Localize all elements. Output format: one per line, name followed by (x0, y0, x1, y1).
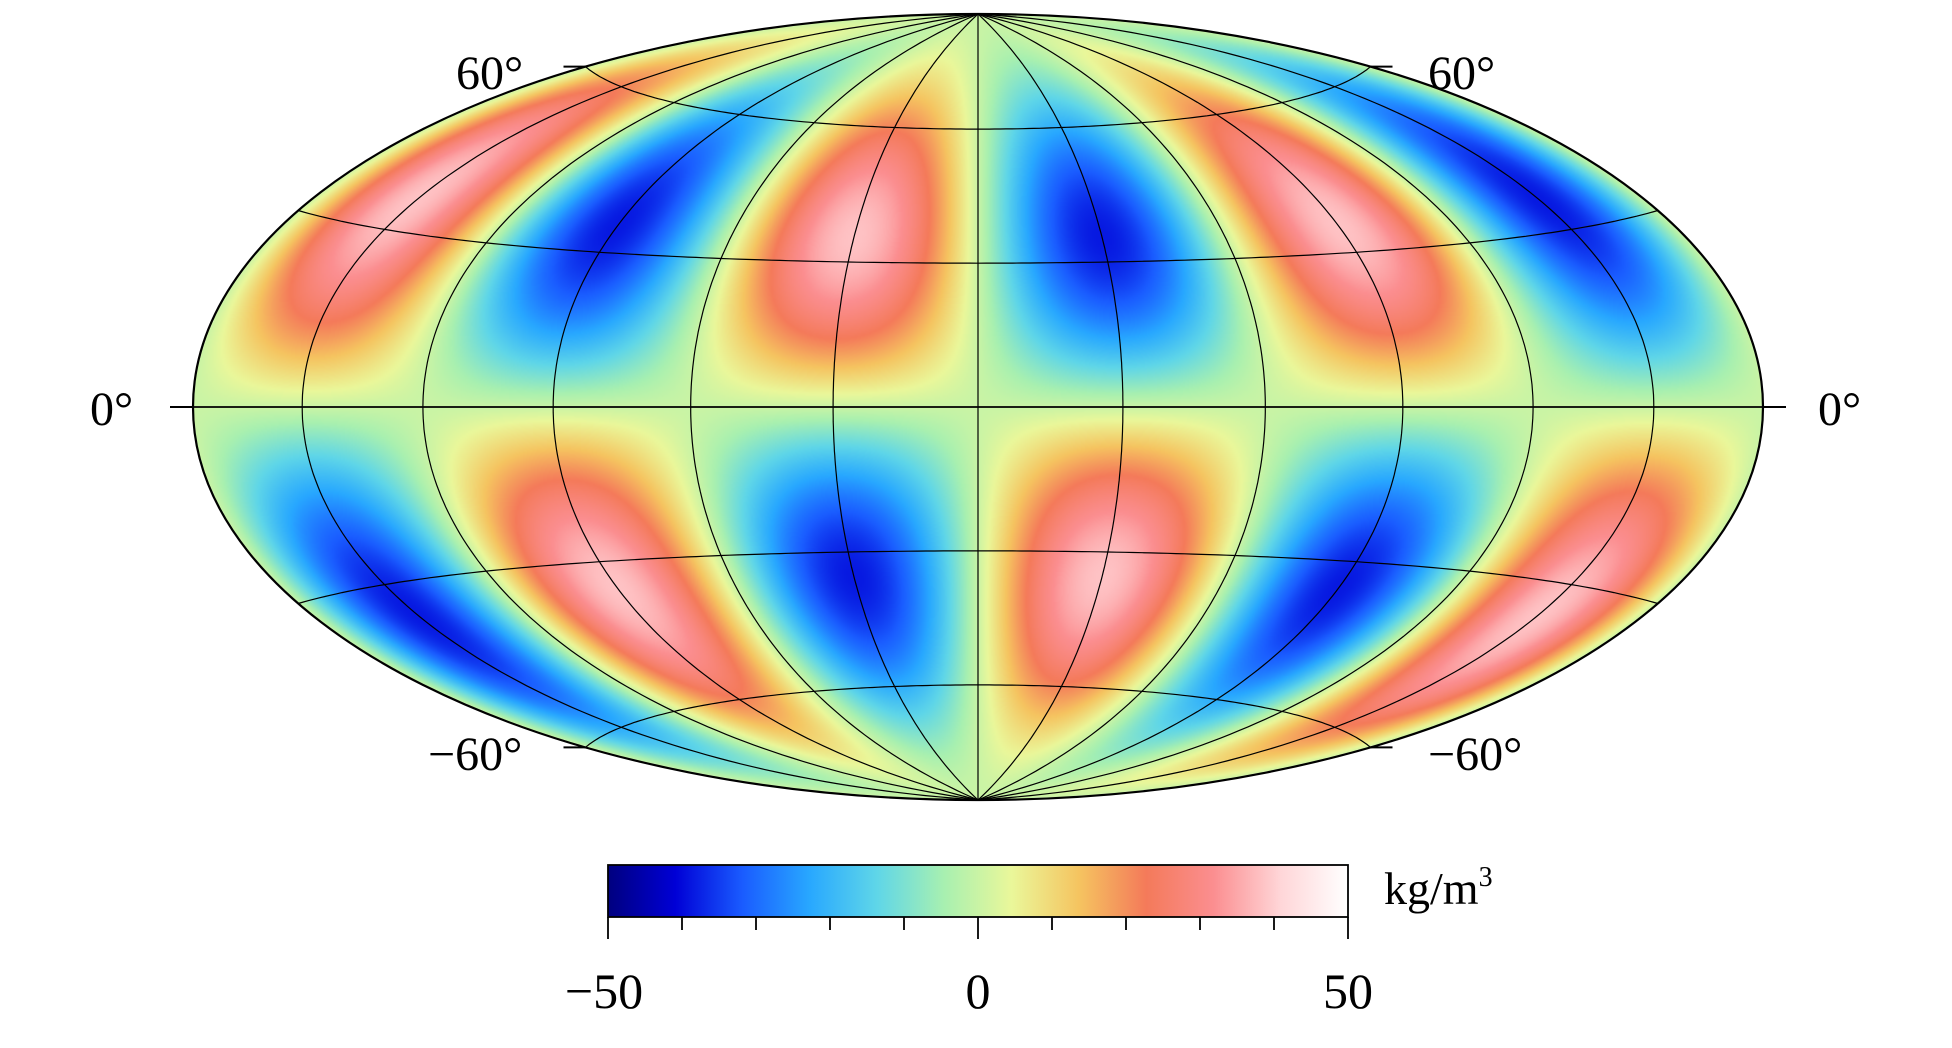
meridian-90 (977, 14, 1404, 800)
meridian--30 (832, 14, 979, 800)
colorbar-label-min: −50 (564, 963, 644, 1019)
meridian-60 (977, 14, 1266, 800)
graticule (193, 14, 1763, 800)
colorbar-label-max: 50 (1323, 963, 1373, 1019)
meridian--60 (690, 14, 979, 800)
colorbar-ticks (607, 917, 1349, 939)
colorbar-label-mid: 0 (965, 963, 991, 1019)
lat-label-equator-right: 0° (1818, 383, 1862, 436)
latitude-ticks (563, 65, 1393, 749)
lat-label-north-left: 60° (456, 47, 524, 100)
lat-label-equator-left: 0° (90, 383, 134, 436)
colorbar-unit-base: kg/m (1384, 863, 1479, 914)
meridian--150 (301, 14, 979, 800)
lat-label-south-right: −60° (1428, 728, 1523, 781)
meridian--120 (422, 14, 979, 800)
meridian-120 (977, 14, 1534, 800)
lat-label-south-left: −60° (428, 728, 523, 781)
meridian-150 (977, 14, 1655, 800)
meridian-30 (977, 14, 1124, 800)
lat-label-north-right: 60° (1428, 47, 1496, 100)
colorbar-unit-exponent: 3 (1478, 862, 1493, 893)
colorbar-unit: kg/m3 (1384, 864, 1493, 912)
meridian--90 (552, 14, 979, 800)
colorbar (607, 864, 1349, 918)
